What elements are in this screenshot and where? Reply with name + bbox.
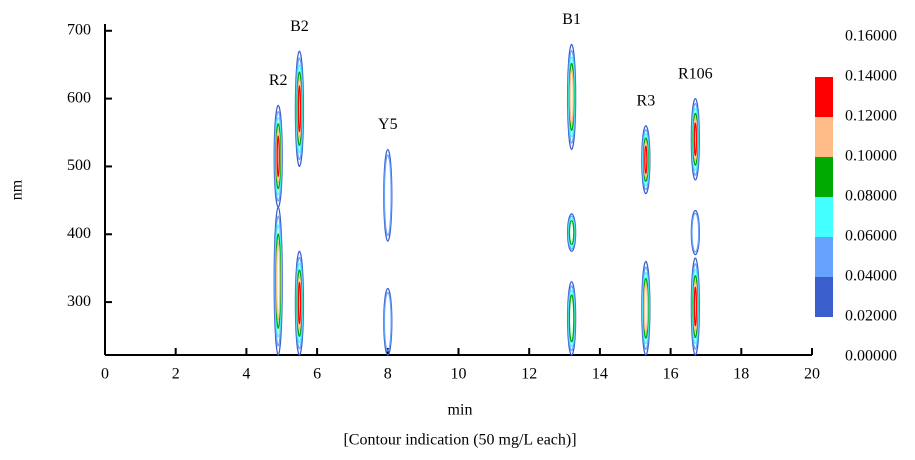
contour-line (297, 281, 302, 325)
colorbar-band (815, 77, 833, 117)
contour-line (693, 122, 697, 157)
x-tick-label: 2 (172, 366, 180, 383)
contour-line (568, 294, 575, 343)
colorbar-band (815, 117, 833, 157)
y-axis-label: nm (9, 179, 26, 200)
peak-label: B1 (562, 11, 581, 28)
peak-label: R2 (269, 72, 288, 89)
colorbar-tick-label: 0.08000 (845, 188, 897, 205)
colorbar-tick-label: 0.04000 (845, 268, 897, 285)
x-axis-label: min (448, 402, 473, 419)
peak-label: B2 (290, 18, 309, 35)
colorbar-band (815, 277, 833, 317)
x-tick-label: 14 (592, 366, 608, 383)
colorbar-band (815, 157, 833, 197)
peak-label: R106 (678, 65, 713, 82)
colorbar-tick-label: 0.06000 (845, 228, 897, 245)
colorbar-tick-label: 0.14000 (845, 68, 897, 85)
colorbar-tick-label: 0.10000 (845, 148, 897, 165)
peak-label: R3 (637, 92, 656, 109)
contour-line (644, 145, 648, 174)
x-tick-label: 12 (521, 366, 537, 383)
colorbar-tick-label: 0.12000 (845, 108, 897, 125)
y-tick-label: 400 (67, 225, 91, 242)
contour-line (275, 241, 281, 321)
contour-line (383, 291, 392, 352)
colorbar-band (815, 237, 833, 277)
colorbar-band (815, 197, 833, 237)
contour-line (691, 212, 700, 253)
contour-line (643, 283, 649, 334)
y-tick-label: 600 (67, 89, 91, 106)
x-tick-label: 10 (451, 366, 467, 383)
contour-line (383, 154, 392, 237)
x-tick-label: 6 (313, 366, 321, 383)
colorbar-tick-label: 0.16000 (845, 28, 897, 45)
contour-line (569, 68, 574, 125)
x-tick-label: 18 (733, 366, 749, 383)
caption: [Contour indication (50 mg/L each)] (343, 432, 576, 449)
x-tick-label: 8 (384, 366, 392, 383)
x-tick-label: 16 (663, 366, 679, 383)
contour-line (297, 85, 302, 133)
contour-line (568, 219, 575, 246)
y-tick-label: 500 (67, 157, 91, 174)
y-tick-label: 700 (67, 21, 91, 38)
contour-line (693, 286, 697, 327)
peak-label: Y5 (378, 116, 398, 133)
contour-line (276, 135, 280, 178)
x-tick-label: 4 (242, 366, 250, 383)
y-tick-label: 300 (67, 293, 91, 310)
x-tick-label: 0 (101, 366, 109, 383)
colorbar-tick-label: 0.02000 (845, 308, 897, 325)
x-tick-label: 20 (804, 366, 820, 383)
colorbar-tick-label: 0.00000 (845, 348, 897, 365)
